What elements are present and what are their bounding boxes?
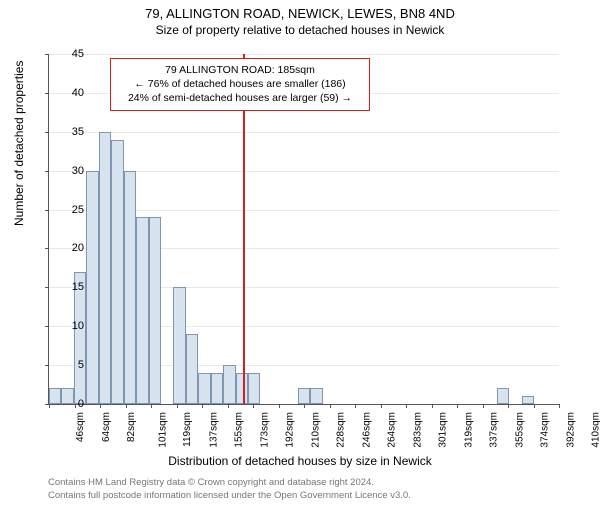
ytick-label: 5 — [56, 359, 84, 371]
histogram-bar — [248, 373, 260, 404]
ytick-label: 20 — [56, 242, 84, 254]
xtick-label: 192sqm — [285, 412, 296, 448]
xtick-mark — [381, 404, 382, 408]
xtick-label: 337sqm — [489, 412, 500, 448]
xtick-label: 246sqm — [361, 412, 372, 448]
ytick-label: 40 — [56, 87, 84, 99]
xtick-label: 155sqm — [234, 412, 245, 448]
xtick-mark — [126, 404, 127, 408]
gridline — [49, 132, 559, 133]
xtick-label: 137sqm — [208, 412, 219, 448]
ytick-label: 0 — [56, 398, 84, 410]
xtick-mark — [483, 404, 484, 408]
xtick-mark — [304, 404, 305, 408]
xtick-label: 264sqm — [387, 412, 398, 448]
info-box-line: 79 ALLINGTON ROAD: 185sqm — [117, 63, 363, 77]
histogram-bar — [124, 171, 136, 404]
xtick-label: 173sqm — [259, 412, 270, 448]
xtick-label: 119sqm — [182, 412, 193, 447]
xtick-mark — [406, 404, 407, 408]
y-axis-label: Number of detached properties — [12, 61, 26, 226]
gridline — [49, 54, 559, 55]
xtick-mark — [151, 404, 152, 408]
histogram-bar — [86, 171, 98, 404]
footer-line-2: Contains full postcode information licen… — [48, 490, 411, 502]
ytick-label: 10 — [56, 320, 84, 332]
footer-attribution: Contains HM Land Registry data © Crown c… — [48, 477, 411, 502]
info-box-line: ← 76% of detached houses are smaller (18… — [117, 77, 363, 91]
histogram-bar — [149, 217, 161, 404]
xtick-mark — [457, 404, 458, 408]
info-box-line: 24% of semi-detached houses are larger (… — [117, 91, 363, 105]
page-title: 79, ALLINGTON ROAD, NEWICK, LEWES, BN8 4… — [0, 6, 600, 21]
xtick-mark — [508, 404, 509, 408]
ytick-mark — [45, 171, 49, 172]
ytick-mark — [45, 326, 49, 327]
chart-container — [48, 54, 578, 444]
xtick-mark — [253, 404, 254, 408]
xtick-label: 374sqm — [540, 412, 551, 448]
histogram-bar — [99, 132, 111, 404]
histogram-bar — [522, 396, 534, 404]
xtick-label: 283sqm — [412, 412, 423, 448]
xtick-mark — [534, 404, 535, 408]
ytick-mark — [45, 248, 49, 249]
histogram-bar — [173, 287, 185, 404]
histogram-bar — [186, 334, 198, 404]
ytick-mark — [45, 54, 49, 55]
xtick-mark — [432, 404, 433, 408]
histogram-bar — [310, 388, 322, 404]
ytick-label: 30 — [56, 165, 84, 177]
xtick-mark — [202, 404, 203, 408]
footer-line-1: Contains HM Land Registry data © Crown c… — [48, 477, 411, 489]
xtick-label: 301sqm — [438, 412, 449, 448]
ytick-mark — [45, 210, 49, 211]
xtick-mark — [49, 404, 50, 408]
xtick-mark — [228, 404, 229, 408]
xtick-mark — [177, 404, 178, 408]
histogram-bar — [111, 140, 123, 404]
xtick-label: 228sqm — [336, 412, 347, 448]
ytick-label: 25 — [56, 204, 84, 216]
ytick-label: 45 — [56, 48, 84, 60]
xtick-label: 46sqm — [75, 412, 86, 442]
xtick-label: 410sqm — [591, 412, 600, 448]
histogram-bar — [136, 217, 148, 404]
histogram-bar — [198, 373, 210, 404]
xtick-mark — [559, 404, 560, 408]
xtick-mark — [330, 404, 331, 408]
xtick-mark — [355, 404, 356, 408]
xtick-label: 355sqm — [514, 412, 525, 448]
xtick-label: 82sqm — [126, 412, 137, 442]
ytick-label: 35 — [56, 126, 84, 138]
ytick-mark — [45, 93, 49, 94]
ytick-mark — [45, 287, 49, 288]
histogram-bar — [236, 373, 248, 404]
x-axis-label: Distribution of detached houses by size … — [0, 454, 600, 468]
ytick-label: 15 — [56, 281, 84, 293]
histogram-bar — [497, 388, 509, 404]
xtick-label: 319sqm — [463, 412, 474, 448]
xtick-mark — [100, 404, 101, 408]
xtick-label: 210sqm — [310, 412, 321, 448]
histogram-bar — [223, 365, 235, 404]
ytick-mark — [45, 365, 49, 366]
histogram-bar — [211, 373, 223, 404]
info-box: 79 ALLINGTON ROAD: 185sqm← 76% of detach… — [110, 58, 370, 111]
histogram-bar — [298, 388, 310, 404]
ytick-mark — [45, 132, 49, 133]
xtick-label: 101sqm — [157, 412, 168, 448]
page-subtitle: Size of property relative to detached ho… — [0, 23, 600, 37]
xtick-label: 64sqm — [101, 412, 112, 442]
xtick-mark — [279, 404, 280, 408]
xtick-label: 392sqm — [565, 412, 576, 448]
